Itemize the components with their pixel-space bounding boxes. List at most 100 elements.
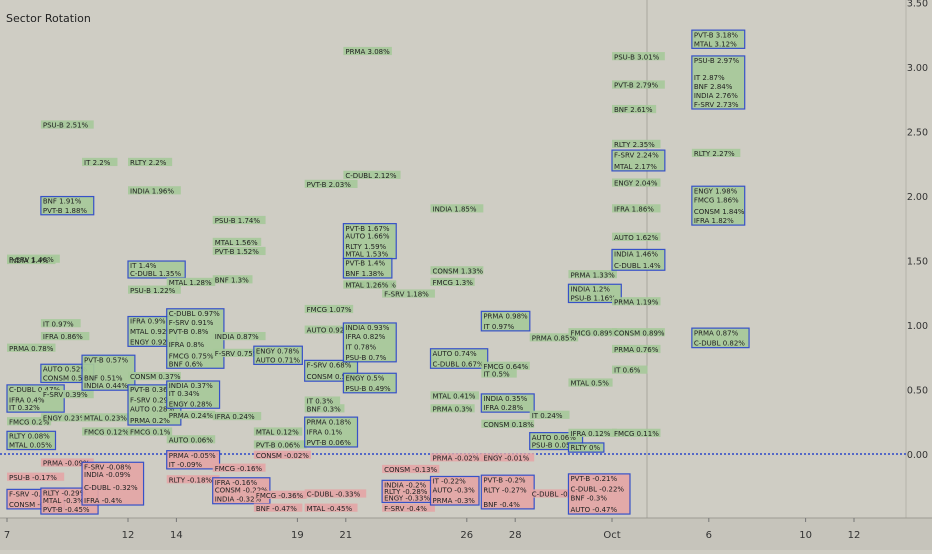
- label-group: MTAL 0.23%: [82, 413, 131, 422]
- sector-label: PVT-B 1.52%: [215, 248, 260, 256]
- sector-label: MTAL 1.28%: [169, 279, 212, 287]
- label-group: PRMA 0.3%: [430, 404, 475, 413]
- sector-label: PRMA 0.18%: [307, 418, 352, 426]
- sector-label: IT 0.24%: [532, 412, 563, 420]
- highlight-group: INDIA 1.46% C-DUBL 1.4%: [611, 248, 666, 271]
- highlight-box: [691, 29, 746, 49]
- label-group: RLTY -0.18%: [166, 475, 220, 484]
- label-bg: [612, 365, 648, 374]
- label-group: PRMA 1.33%: [568, 270, 617, 279]
- sector-label: C-DUBL 0.67%: [433, 360, 484, 368]
- label-bg: [166, 475, 220, 484]
- sector-label: PSU-B 1.74%: [215, 217, 261, 225]
- label-group: PRMA 0.76%: [612, 344, 661, 354]
- sector-label: RLTY 2.2%: [130, 159, 167, 167]
- label-group: BNF 2.61%: [612, 104, 657, 114]
- label-bg: [166, 435, 216, 444]
- label-bg: [612, 178, 661, 187]
- y-tick-label: 0.50: [907, 386, 928, 397]
- label-bg: [128, 371, 181, 381]
- sector-label: F-SRV 0.68%: [307, 362, 352, 370]
- sector-label: PRMA 0.78%: [9, 345, 54, 353]
- y-axis: 0.00 0.50 1.00 1.50 2.00 2.50 3.00 3.50: [905, 0, 928, 518]
- sector-label: F-SRV 2.73%: [694, 101, 739, 109]
- highlight-group: INDIA -0.2%RLTY -0.28%ENGY -0.33%: [381, 479, 436, 504]
- label-bg: [612, 428, 661, 437]
- sector-label: INDIA 1.46%: [614, 251, 658, 259]
- highlight-box: [304, 416, 359, 448]
- sector-label: PSU-B 2.51%: [43, 122, 89, 130]
- chart-title: Sector Rotation: [6, 12, 91, 25]
- highlight-group: RLTY 0%: [567, 442, 605, 453]
- label-bg: [612, 232, 661, 241]
- sector-label: PSU-B 0.05%: [532, 442, 578, 450]
- sector-label: PSU-B 0.7%: [345, 354, 386, 362]
- sector-label: INDIA -0.32%: [215, 496, 262, 504]
- label-group: MTAL 0.5%: [568, 378, 613, 388]
- sector-label: IFRA 0.28%: [483, 404, 523, 412]
- sector-label: INDIA -0.2%: [384, 482, 426, 490]
- label-group: RLTY 2.35%: [612, 139, 661, 149]
- label-group: ENGY 0.23%: [40, 413, 90, 422]
- highlight-group: F-SRV 2.24% MTAL 2.17%: [611, 149, 666, 172]
- label-bg: [253, 450, 312, 459]
- y-tick-label: 2.00: [907, 192, 928, 203]
- sector-label: AUTO 0.92%: [307, 327, 352, 335]
- x-tick-label: 19: [291, 530, 304, 541]
- label-bg: [430, 391, 479, 400]
- label-group: FMCG -0.16%: [212, 463, 266, 473]
- label-group: IT 0.3%BNF 0.3%: [304, 396, 345, 413]
- sector-label: AUTO 0.52%: [43, 365, 88, 373]
- sector-label: IT 0.78%: [345, 344, 376, 352]
- sector-label: F-SRV 2.24%: [614, 151, 659, 159]
- sector-label: PVT-B 1.88%: [43, 207, 88, 215]
- label-bg: [253, 427, 303, 436]
- sector-label: AUTO 0.28%: [130, 405, 175, 413]
- label-bg: [7, 472, 65, 481]
- label-bg: [304, 179, 358, 188]
- sector-label: C-DUBL 0.82%: [694, 340, 745, 348]
- sector-label: RLTY -0.28%: [384, 488, 428, 496]
- sector-label: MTAL 0.5%: [570, 380, 609, 388]
- label-bg: [612, 52, 665, 61]
- sector-label: PSU-B 3.01%: [614, 53, 660, 61]
- sector-label: F-SRV -0.32%: [9, 491, 57, 499]
- highlight-group: INDIA 1.2%PSU-B 1.16%: [567, 283, 622, 304]
- highlight-group: PVT-B -0.21% C-DUBL -0.22%BNF -0.3% AUTO -…: [567, 473, 631, 515]
- label-group: INDIA 1.96%: [128, 186, 181, 195]
- label-group: PSU-B 3.01%: [612, 52, 665, 61]
- x-tick-label: 7: [4, 530, 10, 541]
- highlight-box: [611, 149, 666, 172]
- sector-label: FMCG 1.86%: [694, 196, 739, 204]
- sector-label: ENGY 2.04%: [614, 180, 658, 188]
- label-group: FMCG 0.64%: [481, 361, 530, 371]
- sector-label: F-SRV 1.46%: [9, 256, 54, 264]
- label-bg: [40, 120, 94, 129]
- sector-label: IFRA 0.82%: [345, 333, 385, 341]
- sector-labels: INDIA 1.4%F-SRV 1.46% PRMA 0.78% C-DUBL 0.…: [6, 29, 750, 515]
- sector-label: IT 0.97%: [43, 320, 74, 328]
- sector-label: PVT-B 3.18%: [694, 31, 739, 39]
- label-group: F-SRV -0.4%: [382, 503, 435, 513]
- sector-label: ENGY 0.78%: [256, 347, 300, 355]
- sector-label: INDIA 0.35%: [483, 395, 527, 403]
- sector-label: PSU-B 1.22%: [130, 287, 176, 295]
- sector-label: BNF 1.3%: [215, 276, 249, 284]
- label-group: RLTY 2.27%: [691, 148, 741, 158]
- sector-label: ENGY 0.92%: [130, 338, 174, 346]
- sector-label: RLTY -0.27%: [483, 487, 527, 495]
- highlight-group: PVT-B 0.57% BNF 0.51%INDIA 0.44%: [81, 354, 136, 391]
- sector-label: PRMA 0.2%: [130, 417, 170, 425]
- sector-label: C-DUBL 0.47%: [9, 386, 60, 394]
- sector-label: PVT-B 1.67%: [345, 225, 390, 233]
- highlight-group: PRMA 0.87% C-DUBL 0.82%: [691, 327, 750, 349]
- highlight-group: C-DUBL 0.47% IFRA 0.4%IT 0.32%: [6, 384, 65, 413]
- sector-label: AUTO 0.06%: [532, 434, 577, 442]
- sector-label: F-SRV -0.08%: [84, 463, 132, 471]
- label-bg: [343, 170, 401, 179]
- sector-label: F-SRV 0.91%: [169, 319, 214, 327]
- highlight-box: [691, 327, 750, 349]
- sector-label: MTAL -0.3%: [43, 497, 84, 505]
- label-group: PSU-B -0.17%: [7, 472, 65, 482]
